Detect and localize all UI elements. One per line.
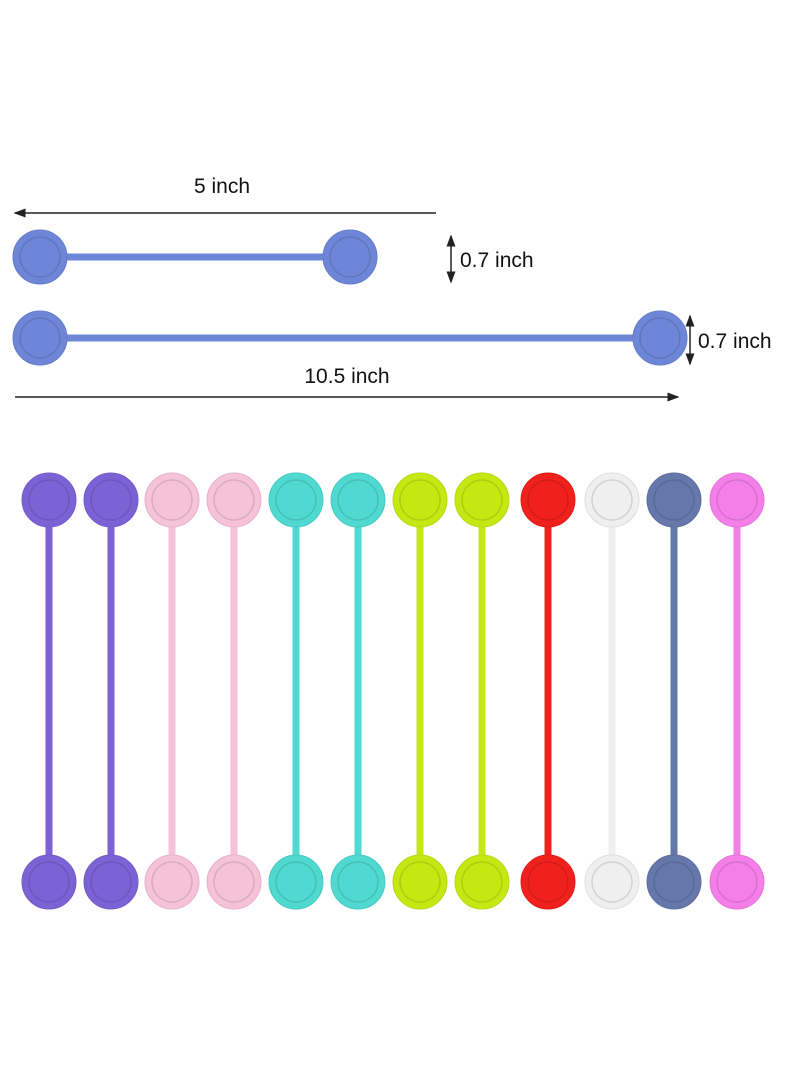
magnet-disc <box>584 854 640 910</box>
magnet-disc <box>330 472 386 528</box>
short-width-label: 0.7 inch <box>460 249 534 272</box>
magnet-disc <box>709 854 765 910</box>
short-tie <box>12 229 378 285</box>
magnet-disc-inner <box>653 861 695 903</box>
magnet-disc <box>322 229 378 285</box>
magnet-disc <box>12 229 68 285</box>
magnet-disc <box>83 854 139 910</box>
magnet-disc <box>392 472 448 528</box>
magnet-disc <box>21 472 77 528</box>
magnet-disc <box>520 854 576 910</box>
magnet-disc-inner <box>28 479 70 521</box>
color-tie <box>144 472 200 910</box>
magnet-disc <box>21 854 77 910</box>
magnet-disc-inner <box>337 861 379 903</box>
magnet-disc-inner <box>716 861 758 903</box>
color-tie <box>21 472 77 910</box>
long-length-label: 10.5 inch <box>304 365 389 388</box>
magnet-disc-inner <box>461 479 503 521</box>
magnet-disc <box>454 472 510 528</box>
color-tie <box>584 472 640 910</box>
magnet-disc <box>144 472 200 528</box>
magnet-disc <box>206 472 262 528</box>
magnet-disc <box>646 854 702 910</box>
magnet-disc-inner <box>527 479 569 521</box>
magnet-disc <box>268 472 324 528</box>
magnet-disc-inner <box>639 317 681 359</box>
magnet-disc <box>520 472 576 528</box>
magnet-disc-inner <box>90 861 132 903</box>
long-tie-body <box>12 310 688 366</box>
color-tie <box>83 472 139 910</box>
color-ties-row <box>21 472 765 910</box>
magnet-disc-inner <box>591 861 633 903</box>
magnet-disc <box>330 854 386 910</box>
magnet-disc-inner <box>653 479 695 521</box>
magnet-disc-inner <box>213 479 255 521</box>
color-tie <box>392 472 448 910</box>
magnet-disc-inner <box>28 861 70 903</box>
magnet-disc-inner <box>716 479 758 521</box>
short-length-label: 5 inch <box>194 175 250 198</box>
color-tie <box>709 472 765 910</box>
magnet-disc-inner <box>275 479 317 521</box>
magnet-disc-inner <box>461 861 503 903</box>
magnet-disc-inner <box>329 236 371 278</box>
color-tie <box>454 472 510 910</box>
magnet-disc-inner <box>399 861 441 903</box>
color-tie <box>268 472 324 910</box>
color-tie <box>646 472 702 910</box>
magnet-disc-inner <box>399 479 441 521</box>
magnet-disc <box>584 472 640 528</box>
magnet-disc <box>392 854 448 910</box>
magnet-disc <box>268 854 324 910</box>
magnet-disc <box>83 472 139 528</box>
magnet-disc <box>632 310 688 366</box>
magnet-disc <box>206 854 262 910</box>
magnet-disc <box>12 310 68 366</box>
magnet-disc-inner <box>527 861 569 903</box>
magnet-disc-inner <box>275 861 317 903</box>
magnet-disc-inner <box>337 479 379 521</box>
magnet-disc-inner <box>151 479 193 521</box>
long-width-label: 0.7 inch <box>698 330 772 353</box>
magnet-disc-inner <box>90 479 132 521</box>
magnet-disc-inner <box>213 861 255 903</box>
magnet-disc-inner <box>591 479 633 521</box>
magnet-disc <box>144 854 200 910</box>
short-tie-body <box>12 229 378 285</box>
magnet-disc <box>454 854 510 910</box>
color-tie <box>206 472 262 910</box>
magnet-disc-inner <box>151 861 193 903</box>
magnet-disc-inner <box>19 236 61 278</box>
color-tie <box>330 472 386 910</box>
long-tie <box>12 310 688 366</box>
magnet-disc <box>709 472 765 528</box>
magnet-disc-inner <box>19 317 61 359</box>
magnet-disc <box>646 472 702 528</box>
color-tie <box>520 472 576 910</box>
